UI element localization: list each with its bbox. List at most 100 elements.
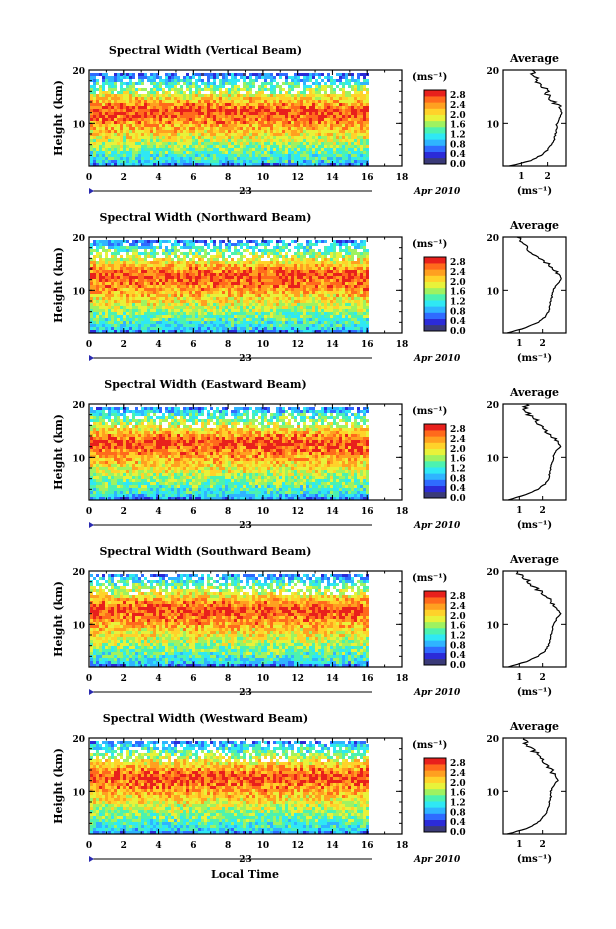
panel-5: Spectral Width (Westward Beam)1020Height… (52, 712, 567, 865)
colorbar-swatch (424, 634, 446, 641)
colorbar-swatch (424, 157, 446, 165)
colorbar-swatch (424, 424, 446, 431)
x-tick-label: 8 (225, 507, 231, 517)
x-axis-label: Local Time (211, 868, 279, 881)
average-y-tick-label: 20 (486, 67, 499, 77)
colorbar-swatch (424, 108, 446, 115)
colorbar-swatch (424, 139, 446, 146)
y-axis-label: Height (km) (52, 247, 65, 323)
average-title: Average (509, 553, 559, 566)
colorbar-swatch (424, 430, 446, 437)
colorbar-tick-label: 2.4 (450, 435, 466, 445)
colorbar-swatch (424, 436, 446, 443)
colorbar-frame (423, 757, 447, 833)
panel-2: Spectral Width (Northward Beam) 10 20 Heigh… (52, 211, 567, 364)
panel-title: Spectral Width (Westward Beam) (103, 712, 308, 725)
heatmap-cells (90, 574, 369, 667)
colorbar-swatch (424, 603, 446, 610)
colorbar-tick-label: 0.8 (450, 307, 466, 317)
average-frame (502, 69, 567, 167)
panel-1: Spectral Width (Vertical Beam)1020Height… (52, 44, 567, 197)
x-tick-label: 0 (86, 507, 92, 517)
average-y-tick-label: 20 (486, 401, 499, 411)
colorbar-swatch (424, 461, 446, 468)
average-title: Average (509, 52, 559, 65)
x-tick-label: 6 (190, 841, 196, 851)
x-tick-label: 4 (155, 674, 161, 684)
y-tick-label: 20 (72, 67, 85, 77)
colorbar-swatch (424, 442, 446, 449)
day-marker-icon (89, 856, 94, 862)
average-y-tick-label: 10 (486, 454, 499, 464)
colorbar-swatch (424, 257, 446, 264)
colorbar-tick-label: 0.0 (450, 661, 466, 671)
date-label: Apr 2010 (413, 855, 461, 865)
colorbar-tick-label: 0.0 (450, 327, 466, 337)
colorbar-frame (423, 256, 447, 332)
colorbar-unit: (ms⁻¹) (412, 239, 447, 250)
colorbar-tick-label: 2.8 (450, 592, 466, 602)
x-tick-label: 14 (326, 173, 339, 183)
x-tick-label: 8 (225, 340, 231, 350)
average-frame (502, 403, 567, 501)
x-tick-label: 4 (155, 340, 161, 350)
colorbar-tick-label: 2.0 (450, 111, 466, 121)
x-tick-label: 8 (225, 674, 231, 684)
colorbar-swatch (424, 133, 446, 140)
x-tick-label: 18 (396, 173, 409, 183)
average-unit-label: (ms⁻¹) (517, 854, 552, 865)
average-y-tick-label: 10 (486, 621, 499, 631)
x-tick-label: 10 (257, 841, 270, 851)
y-tick-label: 20 (72, 234, 85, 244)
colorbar-tick-label: 0.4 (450, 651, 466, 661)
colorbar-tick-label: 0.0 (450, 160, 466, 170)
colorbar-swatch (424, 788, 446, 796)
y-axis-label: Height (km) (52, 414, 65, 490)
colorbar-tick-label: 2.4 (450, 101, 466, 111)
colorbar-tick-label: 2.4 (450, 602, 466, 612)
x-tick-label: 14 (326, 507, 339, 517)
x-tick-label: 10 (257, 674, 270, 684)
colorbar-swatch (424, 825, 446, 833)
x-tick-label: 2 (121, 507, 127, 517)
panel-title: Spectral Width (Northward Beam) (100, 211, 312, 224)
colorbar-tick-label: 1.2 (450, 632, 466, 642)
average-y-tick-label: 10 (486, 788, 499, 798)
average-x-tick-label: 2 (544, 172, 550, 182)
colorbar-tick-label: 1.2 (450, 131, 466, 141)
colorbar-tick-label: 2.4 (450, 268, 466, 278)
x-tick-label: 4 (155, 173, 161, 183)
x-tick-label: 16 (361, 507, 374, 517)
colorbar-swatch (424, 801, 446, 808)
y-tick-label: 10 (72, 120, 85, 130)
colorbar-swatch (424, 145, 446, 152)
colorbar-swatch (424, 275, 446, 282)
average-y-tick-label: 20 (486, 568, 499, 578)
average-x-tick-label: 2 (540, 840, 546, 850)
day-label: 23 (239, 688, 252, 698)
colorbar-tick-label: 2.8 (450, 759, 466, 769)
colorbar-swatch (424, 324, 446, 332)
colorbar-swatch (424, 591, 446, 598)
colorbar-frame (423, 89, 447, 165)
colorbar-tick-label: 1.2 (450, 298, 466, 308)
colorbar-tick-label: 2.4 (450, 769, 466, 779)
colorbar-swatch (424, 312, 446, 319)
colorbar-tick-label: 2.0 (450, 445, 466, 455)
average-profile-line (508, 570, 562, 668)
date-label: Apr 2010 (413, 354, 461, 364)
x-tick-label: 10 (257, 340, 270, 350)
heatmap-cells (90, 407, 369, 500)
average-x-tick-label: 1 (516, 339, 522, 349)
day-label: 23 (239, 855, 252, 865)
x-tick-label: 12 (291, 841, 304, 851)
colorbar-swatch (424, 479, 446, 486)
colorbar-swatch (424, 813, 446, 820)
colorbar-swatch (424, 467, 446, 474)
colorbar-tick-label: 0.8 (450, 808, 466, 818)
colorbar-swatch (424, 658, 446, 666)
average-title: Average (509, 219, 559, 232)
day-marker-icon (89, 522, 94, 528)
panel-title: Spectral Width (Vertical Beam) (109, 44, 302, 57)
average-x-tick-label: 2 (540, 673, 546, 683)
